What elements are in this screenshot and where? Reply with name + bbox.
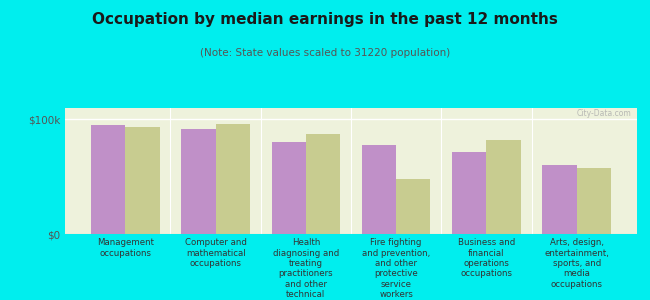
Bar — [216, 124, 250, 234]
Text: Occupation by median earnings in the past 12 months: Occupation by median earnings in the pas… — [92, 12, 558, 27]
Bar — [542, 165, 577, 234]
Bar — [362, 145, 396, 234]
Bar — [306, 134, 340, 234]
Text: (Note: State values scaled to 31220 population): (Note: State values scaled to 31220 popu… — [200, 48, 450, 58]
Bar — [396, 179, 430, 234]
Bar — [452, 152, 486, 234]
Bar — [181, 129, 216, 234]
Bar — [125, 128, 160, 234]
Bar — [91, 125, 125, 234]
Text: City-Data.com: City-Data.com — [577, 109, 631, 118]
Bar — [272, 142, 306, 234]
Bar — [577, 168, 611, 234]
Bar — [486, 140, 521, 234]
